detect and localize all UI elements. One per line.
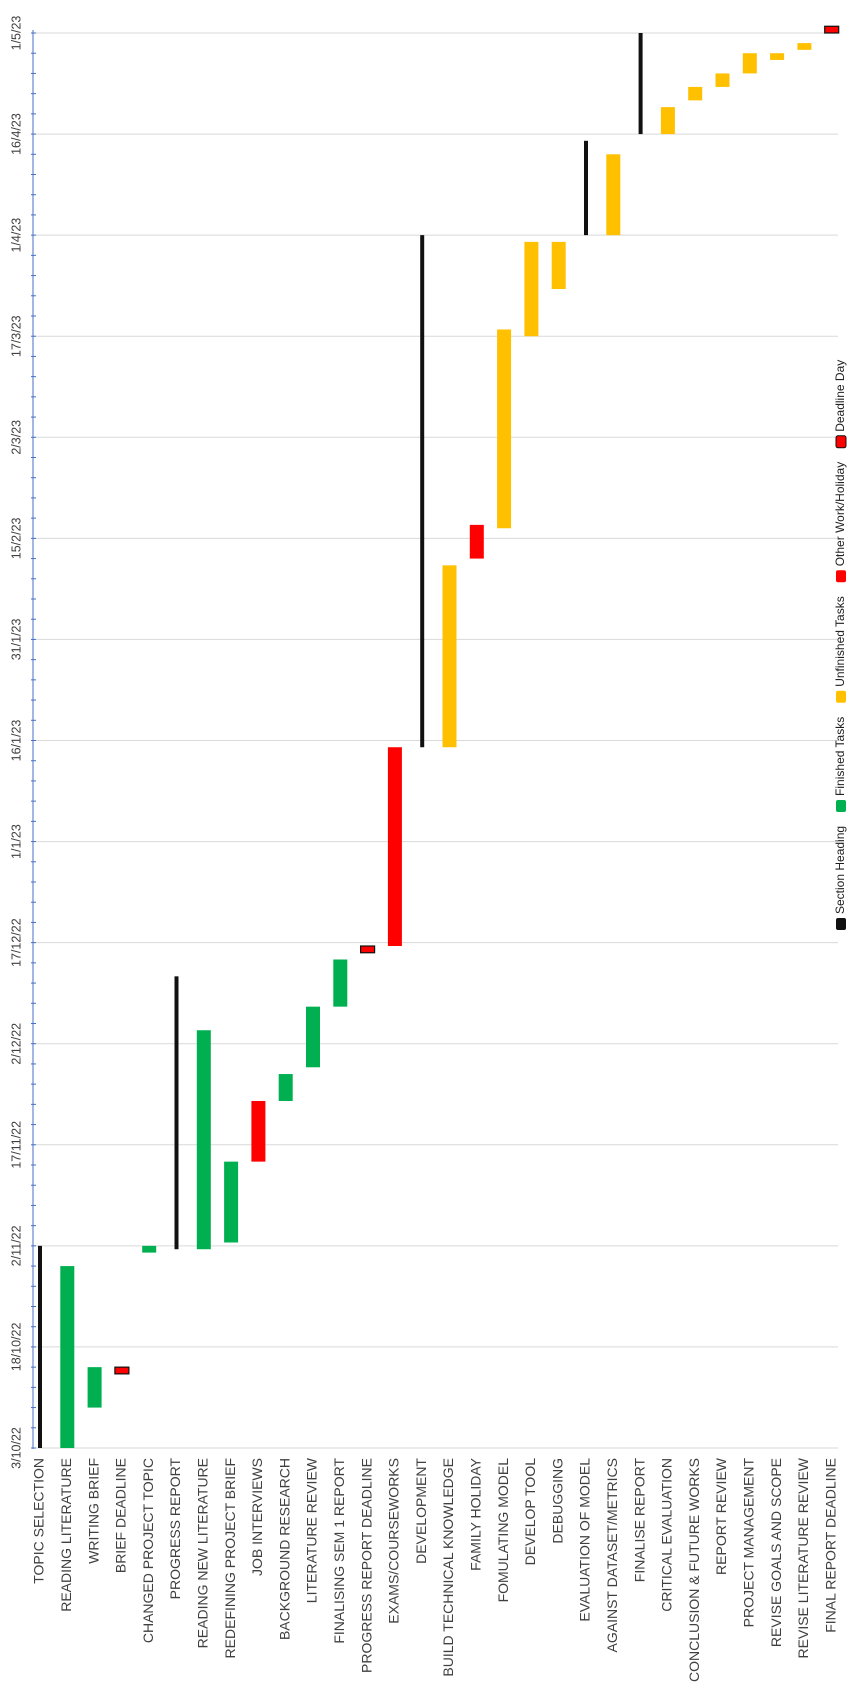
time-tick-label: 1/5/23: [9, 16, 23, 51]
section-heading-bar: [174, 976, 179, 1250]
time-tick-label: 1/4/23: [9, 218, 23, 253]
task-label: PROJECT MANAGEMENT: [741, 1458, 757, 1628]
deadline-marker: [360, 945, 376, 954]
legend-swatch: [836, 570, 846, 583]
task-label: FOMULATING MODEL: [495, 1458, 511, 1603]
task-bar: [387, 747, 402, 947]
task-label: READING NEW LITERATURE: [195, 1458, 211, 1648]
task-bar: [306, 1006, 320, 1068]
task-bar: [87, 1367, 102, 1408]
task-label: FINALISING SEM 1 REPORT: [331, 1458, 347, 1644]
legend-item: Section Heading: [833, 826, 847, 930]
task-bar: [715, 73, 730, 87]
task-label: REDEFINING PROJECT BRIEF: [222, 1458, 238, 1658]
legend: Section Heading Finished Tasks Unfinished …: [833, 360, 847, 930]
task-label: REVISE GOALS AND SCOPE: [768, 1458, 784, 1647]
legend-swatch: [836, 918, 846, 930]
task-bar: [469, 524, 484, 559]
task-label: BACKGROUND RESEARCH: [276, 1458, 292, 1640]
task-label: REPORT REVIEW: [713, 1457, 729, 1575]
legend-swatch: [836, 690, 846, 703]
task-label: CONCLUSION & FUTURE WORKS: [686, 1458, 702, 1682]
task-bar: [278, 1074, 293, 1101]
time-tick-label: 2/12/22: [9, 1023, 23, 1065]
legend-item: Finished Tasks: [833, 717, 847, 812]
legend-label: Finished Tasks: [833, 717, 847, 796]
legend-label: Unfinished Tasks: [833, 596, 847, 687]
task-label: PROGRESS REPORT: [167, 1458, 183, 1600]
legend-label: Deadline Day: [833, 360, 847, 432]
task-label: TOPIC SELECTION: [31, 1458, 47, 1584]
task-label: AGAINST DATASET/METRICS: [604, 1458, 620, 1652]
section-heading-bar: [638, 33, 643, 135]
task-label: JOB INTERVIEWS: [249, 1458, 265, 1576]
task-label: DEBUGGING: [549, 1458, 565, 1544]
task-label: LITERATURE REVIEW: [304, 1457, 320, 1603]
task-bar: [551, 241, 566, 290]
task-label: EVALUATION OF MODEL: [577, 1458, 593, 1622]
task-label: FAMILY HOLIDAY: [468, 1457, 484, 1570]
task-label: BRIEF DEADLINE: [113, 1458, 129, 1573]
deadline-marker: [824, 25, 840, 34]
time-tick-label: 3/10/22: [9, 1427, 23, 1469]
task-label: BUILD TECHNICAL KNOWLEDGE: [440, 1458, 456, 1677]
legend-swatch: [836, 799, 846, 812]
task-bar: [60, 1266, 75, 1448]
time-tick-label: 17/3/23: [9, 315, 23, 357]
task-bar: [142, 1245, 157, 1253]
task-label: WRITING BRIEF: [85, 1458, 101, 1564]
time-tick-label: 18/10/22: [9, 1323, 23, 1372]
legend-swatch: [835, 435, 847, 449]
legend-item: Other Work/Holiday: [833, 462, 847, 583]
task-bar: [442, 565, 457, 748]
time-tick-label: 2/3/23: [9, 420, 23, 455]
time-tick-label: 16/4/23: [9, 113, 23, 155]
task-bar: [742, 53, 757, 74]
task-label: REVISE LITERATURE REVIEW: [795, 1457, 811, 1658]
time-tick-label: 1/1/23: [9, 824, 23, 859]
task-bar: [660, 107, 675, 135]
task-bars: [38, 25, 840, 1448]
task-bar: [606, 154, 621, 236]
task-label: PROGRESS REPORT DEADLINE: [358, 1458, 374, 1673]
task-bar: [224, 1161, 239, 1243]
legend-item: Unfinished Tasks: [833, 596, 847, 703]
task-label: READING LITERATURE: [58, 1458, 74, 1612]
task-label: CRITICAL EVALUATION: [659, 1458, 675, 1612]
task-bar: [251, 1100, 266, 1162]
task-label: FINAL REPORT DEADLINE: [822, 1458, 838, 1633]
task-label: EXAMS/COURSEWORKS: [386, 1458, 402, 1624]
grid-lines: [33, 32, 838, 1449]
task-label: CHANGED PROJECT TOPIC: [140, 1458, 156, 1643]
time-tick-label: 17/12/22: [9, 918, 23, 967]
task-bar: [770, 53, 785, 60]
time-tick-label: 16/1/23: [9, 720, 23, 762]
section-heading-bar: [420, 235, 425, 748]
task-label: DEVELOPMENT: [413, 1458, 429, 1564]
task-label: FINALISE REPORT: [631, 1458, 647, 1583]
task-labels: TOPIC SELECTION READING LITERATURE WRITING…: [31, 1457, 839, 1682]
task-bar: [797, 43, 812, 50]
time-tick-label: 15/2/23: [9, 517, 23, 559]
task-bar: [688, 86, 703, 101]
time-tick-label: 17/11/22: [9, 1121, 23, 1169]
time-tick-label: 2/11/22: [9, 1225, 23, 1266]
legend-label: Section Heading: [833, 826, 847, 914]
task-bar: [196, 1030, 211, 1250]
task-bar: [497, 329, 512, 529]
task-bar: [524, 241, 539, 337]
legend-item: Deadline Day: [833, 360, 847, 449]
task-label: DEVELOP TOOL: [522, 1458, 538, 1566]
section-heading-bar: [38, 1245, 42, 1448]
time-axis: 3/10/22 18/10/22 2/11/22 17/11/22 2/12/22 17/…: [9, 16, 36, 1469]
task-bar: [333, 959, 348, 1007]
deadline-marker: [114, 1366, 130, 1375]
section-heading-bar: [584, 140, 588, 236]
legend-label: Other Work/Holiday: [833, 462, 847, 566]
time-tick-label: 31/1/23: [9, 619, 23, 661]
